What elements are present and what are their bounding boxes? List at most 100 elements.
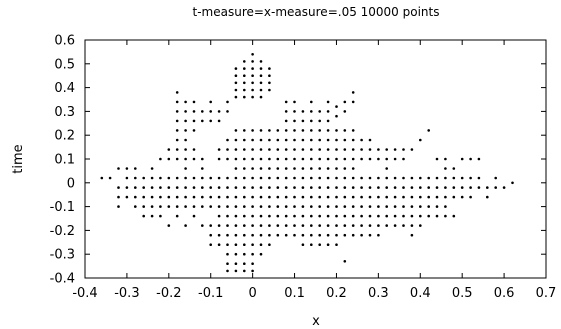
data-point: [502, 186, 506, 189]
data-point: [251, 252, 254, 256]
data-point: [427, 186, 431, 189]
data-point: [284, 205, 288, 208]
y-axis-label: time: [11, 144, 26, 173]
data-point: [435, 195, 439, 199]
data-point: [318, 205, 322, 208]
data-point: [444, 176, 447, 180]
data-point: [159, 214, 162, 218]
data-point: [276, 167, 280, 170]
data-point: [226, 157, 229, 161]
data-point: [469, 195, 472, 199]
data-point: [351, 148, 355, 151]
data-point: [192, 186, 196, 189]
data-point: [419, 214, 422, 218]
data-point: [217, 205, 221, 208]
data-point: [251, 138, 254, 142]
data-point: [217, 148, 221, 151]
data-point: [393, 148, 397, 151]
data-point: [326, 148, 330, 151]
data-point: [167, 176, 171, 180]
data-point: [259, 148, 263, 151]
data-point: [217, 119, 221, 123]
data-point: [268, 233, 271, 237]
data-point: [217, 214, 221, 218]
data-point: [402, 205, 405, 208]
data-point: [310, 195, 313, 199]
data-point: [351, 91, 355, 94]
data-point: [310, 167, 313, 170]
data-point: [301, 195, 305, 199]
data-point: [184, 224, 187, 227]
data-point: [201, 186, 204, 189]
y-tick-label: 0.3: [54, 105, 75, 120]
data-point: [276, 186, 280, 189]
data-point: [268, 176, 271, 180]
data-point: [351, 195, 355, 199]
data-point: [486, 195, 489, 199]
data-point: [293, 110, 296, 113]
data-point: [360, 176, 363, 180]
data-point: [310, 110, 313, 113]
data-point: [351, 186, 355, 189]
data-point: [192, 214, 196, 218]
data-point: [293, 214, 296, 218]
data-point: [251, 67, 254, 70]
data-point: [226, 148, 229, 151]
data-point: [276, 205, 280, 208]
data-point: [301, 110, 305, 113]
data-point: [226, 224, 229, 227]
data-point: [243, 67, 246, 70]
data-point: [276, 233, 280, 237]
data-point: [234, 138, 238, 142]
data-point: [301, 233, 305, 237]
data-point: [284, 233, 288, 237]
data-point: [209, 100, 212, 104]
data-point: [318, 138, 322, 142]
data-point: [167, 224, 171, 227]
data-point: [301, 167, 305, 170]
data-point: [301, 205, 305, 208]
data-point: [477, 186, 481, 189]
data-point: [259, 67, 263, 70]
data-point: [243, 214, 246, 218]
data-point: [234, 148, 238, 151]
data-point: [217, 157, 221, 161]
data-point: [209, 205, 212, 208]
data-point: [293, 138, 296, 142]
data-point: [318, 224, 322, 227]
data-point: [142, 214, 145, 218]
data-point: [377, 195, 380, 199]
data-point: [167, 148, 171, 151]
data-point: [368, 148, 372, 151]
data-point: [335, 157, 338, 161]
data-point: [234, 95, 238, 99]
data-point: [385, 195, 389, 199]
data-point: [410, 233, 414, 237]
data-point: [477, 176, 481, 180]
data-point: [460, 157, 464, 161]
data-point: [419, 186, 422, 189]
data-point: [234, 252, 238, 256]
data-point: [435, 205, 439, 208]
data-point: [276, 157, 280, 161]
y-tick-label: 0.6: [54, 34, 75, 49]
data-point: [192, 157, 196, 161]
data-point: [251, 60, 254, 63]
data-point: [293, 157, 296, 161]
data-point: [293, 167, 296, 170]
data-point: [318, 233, 322, 237]
data-point: [226, 176, 229, 180]
data-point: [243, 148, 246, 151]
data-point: [368, 176, 372, 180]
data-point: [167, 186, 171, 189]
data-point: [268, 88, 271, 92]
data-point: [251, 224, 254, 227]
data-point: [259, 74, 263, 77]
x-tick-label: -0.4: [72, 286, 97, 301]
data-point: [184, 157, 187, 161]
data-point: [293, 195, 296, 199]
data-point: [251, 176, 254, 180]
data-point: [310, 148, 313, 151]
data-point: [310, 214, 313, 218]
